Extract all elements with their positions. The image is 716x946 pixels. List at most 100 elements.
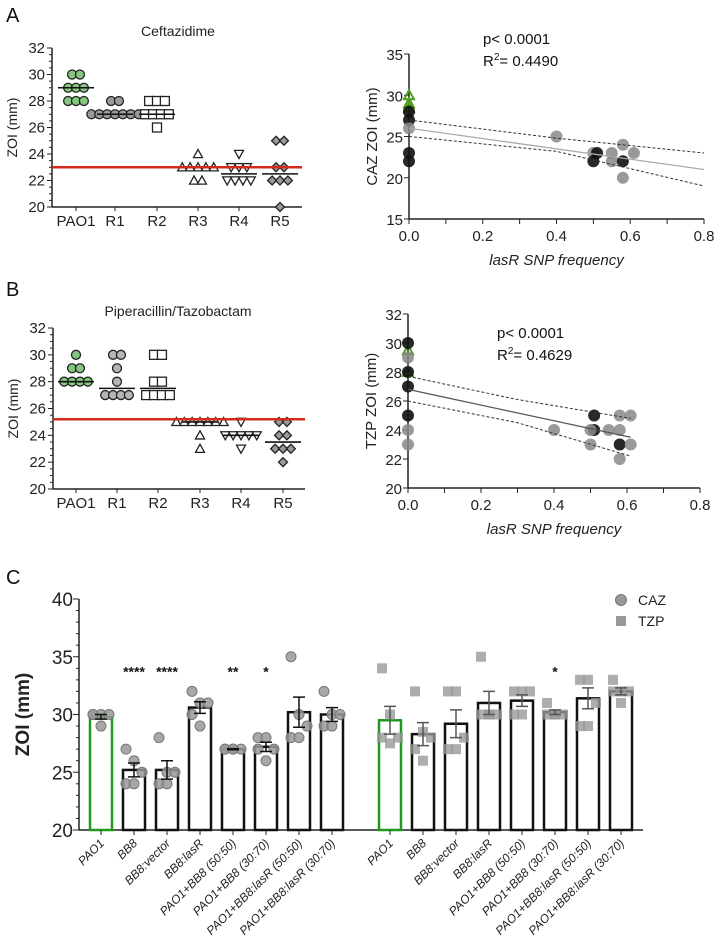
- data-point: [281, 429, 293, 441]
- data-point: [402, 337, 414, 349]
- error-bar: [227, 747, 239, 751]
- data-point: [426, 732, 436, 743]
- panel-label-c: C: [6, 567, 20, 589]
- error-bar: [293, 696, 305, 728]
- y-axis-label: ZOI (mm): [13, 673, 34, 756]
- r-squared-sup: 2: [508, 346, 514, 357]
- bar-group-TZP-2: [443, 686, 469, 832]
- data-point: [558, 709, 568, 720]
- data-point: [509, 686, 519, 697]
- data-point: [268, 743, 280, 755]
- significance-marker: **: [228, 663, 239, 679]
- data-point: [624, 438, 637, 451]
- y-tick-label: 22: [385, 452, 402, 469]
- y-tick-label: 20: [385, 481, 402, 498]
- data-point: [385, 738, 395, 749]
- y-tick-label: 26: [28, 120, 45, 137]
- chart-title: Piperacillin/Tazobactam: [104, 303, 251, 319]
- data-point: [548, 424, 560, 436]
- data-point: [476, 651, 486, 662]
- significance-marker: *: [263, 663, 269, 679]
- y-tick-label: 25: [52, 763, 73, 784]
- x-tick-label: R2: [148, 495, 167, 512]
- data-point: [301, 720, 313, 732]
- bar: [575, 697, 601, 832]
- legend-caz-icon: [615, 594, 627, 606]
- y-tick-label: 30: [29, 347, 46, 364]
- data-point: [285, 443, 297, 455]
- y-tick-label: 20: [28, 199, 45, 216]
- data-point: [608, 686, 618, 697]
- data-point: [616, 171, 629, 184]
- data-point: [542, 709, 552, 720]
- x-tick-label: 0.8: [694, 228, 715, 245]
- data-point: [402, 438, 414, 451]
- data-point: [410, 744, 420, 755]
- data-point: [624, 409, 637, 422]
- data-point: [627, 147, 640, 159]
- y-tick-label: 35: [386, 47, 403, 64]
- y-tick-label: 28: [29, 374, 46, 391]
- data-point: [169, 766, 181, 778]
- bar-group-CAZ-2: [153, 732, 181, 832]
- x-tick-label: R2: [147, 213, 166, 230]
- data-point: [252, 743, 264, 755]
- data-point: [74, 363, 86, 374]
- data-point: [591, 697, 601, 708]
- data-point: [402, 424, 414, 436]
- bar-group-CAZ-4: [219, 743, 247, 832]
- r-squared: R2= 0.4490: [483, 52, 558, 70]
- y-tick-label: 30: [386, 88, 403, 105]
- data-point: [229, 176, 241, 187]
- data-point: [282, 175, 294, 186]
- error-bar: [260, 741, 272, 753]
- group-R2: [140, 349, 176, 401]
- data-point: [443, 744, 453, 755]
- data-point: [136, 766, 148, 778]
- y-axis-label: ZOI (mm): [4, 98, 20, 158]
- data-point: [278, 135, 290, 147]
- data-point: [266, 175, 278, 186]
- data-point: [509, 709, 519, 720]
- x-axis-label: lasR SNP frequency: [487, 521, 623, 538]
- data-point: [492, 709, 502, 720]
- group-R5: [265, 416, 301, 468]
- y-tick-label: 15: [386, 212, 403, 229]
- data-point: [260, 755, 272, 767]
- ci-lower-line: [407, 400, 631, 457]
- bar-group-TZP-0: [377, 663, 403, 832]
- y-tick-label: 35: [52, 648, 73, 669]
- data-point: [194, 720, 206, 732]
- x-tick-label: BB8: [114, 836, 140, 862]
- data-point: [584, 424, 597, 436]
- data-point: [186, 685, 198, 697]
- data-point: [277, 456, 289, 468]
- y-tick-label: 30: [385, 336, 402, 353]
- data-point: [575, 721, 585, 732]
- r-squared-value: = 0.4629: [513, 347, 572, 364]
- panel-label-a: A: [6, 5, 20, 27]
- bar-group-TZP-7: [608, 674, 634, 832]
- bar-group-CAZ-0: [87, 709, 115, 832]
- error-bar: [582, 687, 594, 710]
- bar-group-CAZ-7: [318, 685, 346, 832]
- data-point: [159, 95, 171, 107]
- error-bar: [384, 705, 396, 735]
- y-tick-label: 32: [29, 320, 46, 337]
- data-point: [161, 778, 173, 790]
- data-point: [156, 376, 168, 387]
- bar-group-TZP-1: [410, 686, 436, 832]
- panel-label-b: B: [6, 279, 19, 301]
- data-point: [613, 424, 626, 436]
- data-point: [120, 743, 132, 755]
- data-point: [74, 69, 86, 80]
- bar-group-TZP-5: [542, 697, 568, 832]
- data-point: [164, 389, 175, 401]
- x-tick-label: PAO1: [57, 495, 96, 512]
- bar-group-CAZ-6: [285, 651, 313, 832]
- group-R2: [139, 95, 175, 133]
- significance-marker: ****: [123, 663, 145, 679]
- x-tick-label: 0.6: [617, 497, 638, 514]
- error-bar: [516, 694, 528, 708]
- group-R1: [86, 95, 144, 120]
